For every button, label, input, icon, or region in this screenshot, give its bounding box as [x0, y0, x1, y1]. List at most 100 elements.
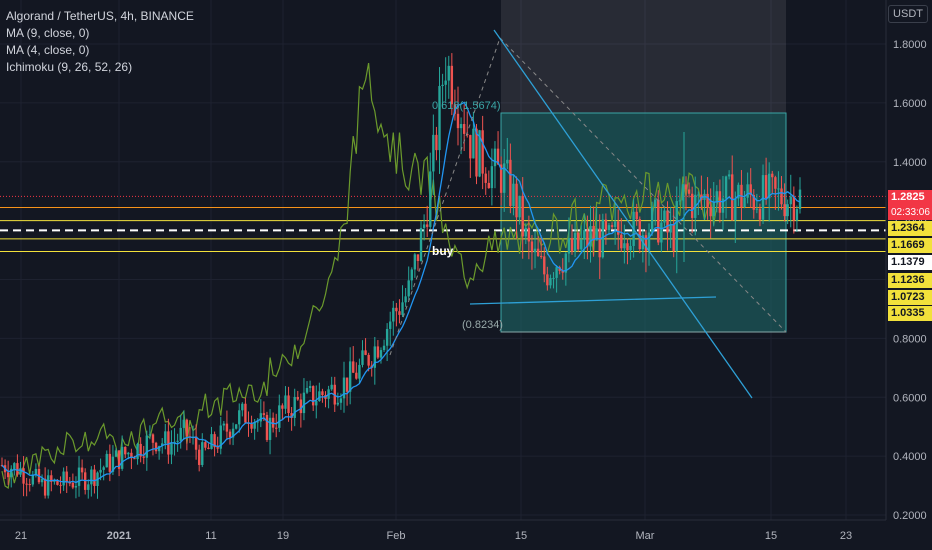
candle-body	[305, 388, 309, 393]
x-tick-label: 15	[765, 530, 777, 542]
candle-body	[127, 452, 130, 455]
currency-button[interactable]: USDT	[888, 5, 928, 23]
candle-body	[318, 391, 321, 402]
x-tick-label: 19	[277, 530, 289, 542]
candle-body	[422, 224, 426, 228]
candle-body	[515, 183, 518, 218]
candle-body	[629, 245, 632, 251]
candle-body	[709, 207, 712, 217]
candle-body	[764, 175, 768, 199]
candle-body	[262, 413, 266, 415]
candle-body	[580, 239, 583, 250]
y-tick-label: 0.6000	[893, 392, 927, 404]
candle-body	[561, 270, 564, 273]
candle-body	[80, 467, 84, 473]
candle-body	[509, 159, 512, 207]
candle-body	[145, 435, 149, 458]
candle-body	[617, 221, 620, 235]
candle-body	[364, 350, 367, 355]
candle-body	[142, 456, 145, 458]
candle-body	[102, 467, 105, 470]
chart-grid	[0, 0, 886, 520]
candle-body	[771, 173, 774, 178]
x-tick-label: 23	[840, 530, 852, 542]
indicator-ichimoku[interactable]: Ichimoku (9, 26, 52, 26)	[6, 60, 133, 74]
candle-body	[503, 163, 506, 193]
candle-body	[281, 405, 284, 409]
candle-body	[284, 395, 287, 409]
x-tick-label: Feb	[387, 530, 406, 542]
candle-body	[40, 478, 44, 483]
candle-body	[348, 361, 352, 392]
candle-body	[466, 133, 469, 136]
fib-retracement-box	[500, 112, 787, 333]
price-tag-yellow: 1.0723	[888, 290, 932, 305]
candle-body	[786, 204, 789, 217]
candle-body	[210, 434, 213, 449]
candle-body	[213, 434, 216, 448]
fib-upper-label: 0.618(1.5674)	[432, 100, 501, 112]
support-trendline	[469, 296, 717, 305]
candle-body	[161, 443, 164, 447]
candle-body	[404, 296, 407, 303]
candle-body	[530, 241, 534, 253]
candle-body	[19, 468, 22, 475]
candle-body	[795, 209, 799, 221]
candle-body	[789, 196, 792, 205]
candle-body	[6, 472, 10, 478]
candle-body	[278, 405, 281, 428]
candle-body	[444, 80, 447, 85]
candle-body	[50, 475, 53, 482]
candle-body	[737, 184, 740, 199]
candle-body	[564, 253, 568, 273]
candle-body	[302, 392, 306, 414]
y-tick-label: 1.4000	[893, 157, 927, 169]
candle-body	[120, 446, 124, 469]
candle-body	[342, 377, 346, 399]
candle-body	[681, 184, 685, 201]
candle-body	[447, 65, 450, 81]
candle-body	[389, 321, 392, 329]
candle-body	[105, 453, 108, 468]
y-tick-label: 0.8000	[893, 333, 927, 345]
candle-body	[755, 208, 759, 210]
candle-body	[65, 471, 68, 483]
candle-body	[117, 450, 121, 469]
candle-body	[644, 235, 648, 251]
candle-body	[231, 428, 235, 438]
candle-body	[173, 441, 176, 443]
x-tick-label: 21	[15, 530, 27, 542]
candle-body	[167, 431, 170, 455]
candle-body	[413, 254, 417, 270]
candle-body	[675, 201, 678, 252]
indicator-ma4[interactable]: MA (4, close, 0)	[6, 43, 90, 57]
candle-body	[157, 446, 161, 452]
candle-body	[201, 442, 204, 465]
candle-body	[672, 224, 675, 252]
candle-body	[367, 354, 370, 366]
candle-body	[139, 443, 142, 457]
candle-body	[601, 219, 605, 258]
x-tick-label: 2021	[107, 530, 131, 542]
symbol-title: Algorand / TetherUS, 4h, BINANCE	[6, 9, 194, 23]
candle-body	[114, 450, 118, 457]
candle-body	[552, 277, 555, 279]
candle-body	[607, 225, 611, 231]
candle-body	[53, 480, 56, 482]
candle-body	[25, 483, 28, 485]
candle-body	[432, 134, 435, 172]
candle-body	[767, 173, 771, 199]
candle-body	[410, 269, 413, 281]
candle-body	[151, 434, 155, 443]
candle-body	[598, 228, 601, 258]
candle-body	[653, 199, 657, 207]
candle-body	[34, 468, 38, 475]
candle-body	[13, 463, 16, 470]
candle-body	[238, 410, 241, 425]
candle-body	[293, 396, 296, 418]
candle-body	[706, 193, 709, 208]
candle-body	[657, 199, 660, 243]
indicator-ma9[interactable]: MA (9, close, 0)	[6, 26, 90, 40]
candle-body	[176, 440, 179, 442]
